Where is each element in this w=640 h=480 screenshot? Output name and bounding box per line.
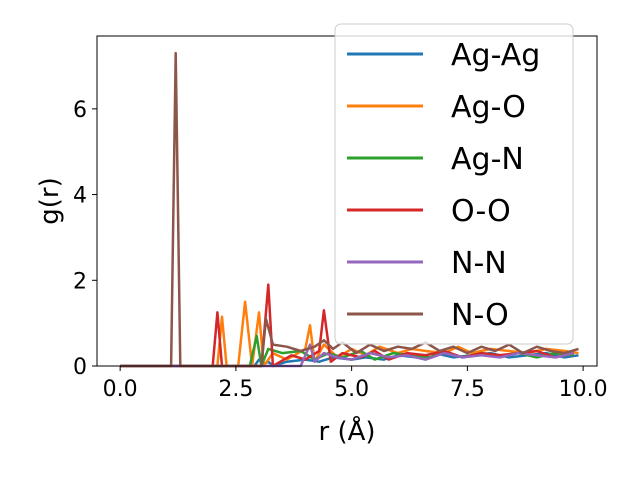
legend-box [334,23,574,345]
x-tick-label: 0.0 [103,377,138,402]
legend-label: N-N [451,246,507,281]
y-tick-label: 6 [73,98,87,123]
x-tick-label: 5.0 [334,377,369,402]
legend-label: N-O [451,298,509,333]
x-axis-label: r (Å) [318,415,375,447]
x-tick-label: 2.5 [218,377,253,402]
series-layer [120,51,579,368]
x-tick-label: 7.5 [450,377,485,402]
series-line-n-o [120,51,579,368]
y-axis-ticks: 0 2 4 6 [73,98,97,380]
legend: Ag-Ag Ag-O Ag-N O-O N-N N-O [334,23,574,345]
series-line-n-n [120,343,575,368]
legend-label: Ag-Ag [451,38,540,73]
y-tick-label: 4 [73,184,87,209]
legend-label: O-O [451,194,511,229]
x-axis-ticks: 0.0 2.5 5.0 7.5 10.0 [103,366,608,402]
x-tick-label: 10.0 [559,377,608,402]
y-axis-label: g(r) [35,177,65,224]
y-tick-label: 2 [73,269,87,294]
legend-label: Ag-O [451,90,526,125]
y-tick-label: 0 [73,355,87,380]
legend-label: Ag-N [451,142,524,177]
